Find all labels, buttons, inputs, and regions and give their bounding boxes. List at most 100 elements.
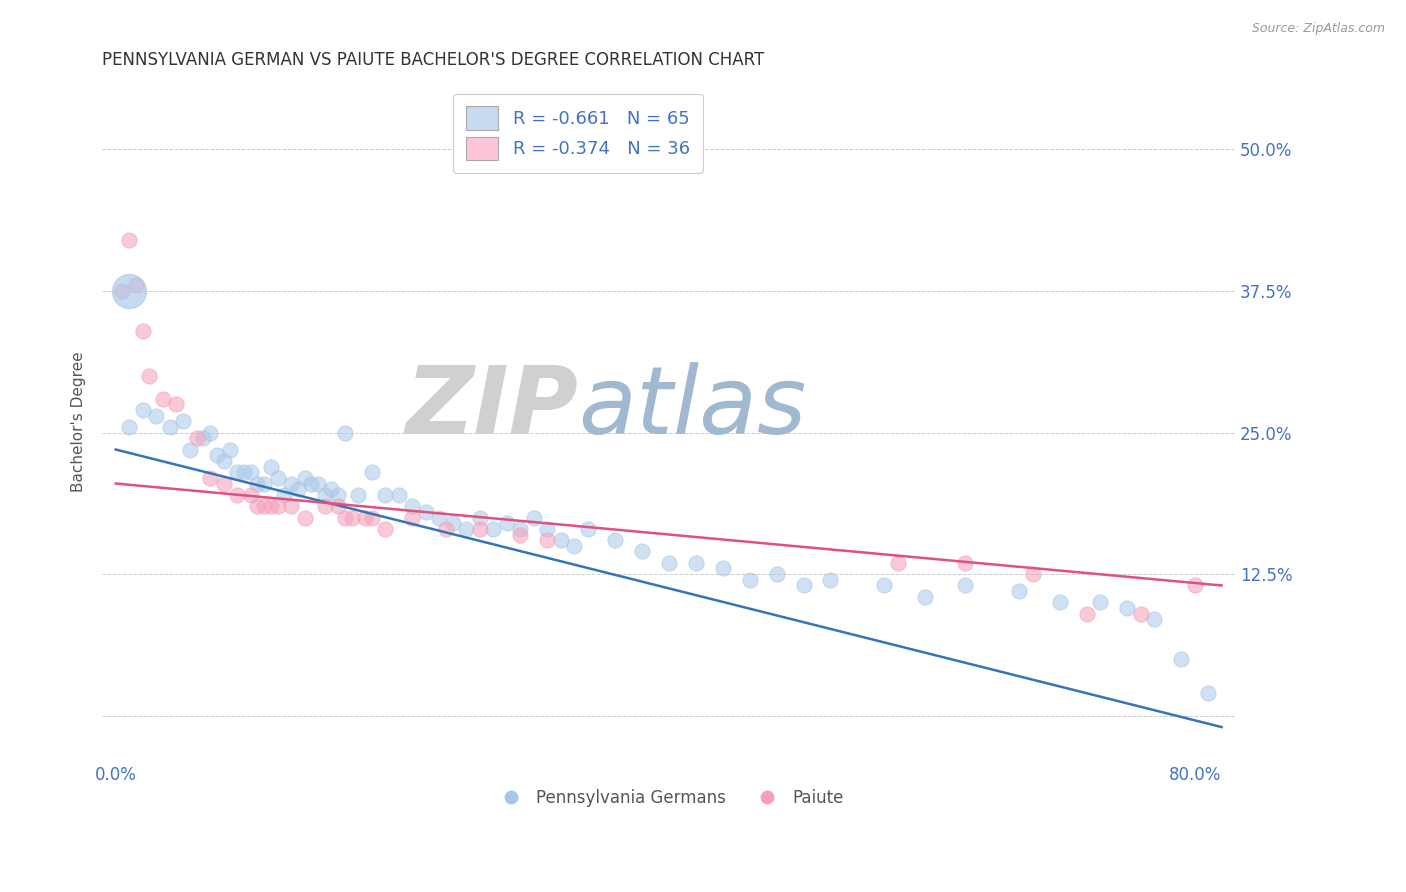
- Point: [165, 397, 187, 411]
- Point: [1143, 612, 1166, 626]
- Point: [361, 465, 384, 479]
- Point: [226, 488, 249, 502]
- Point: [1076, 607, 1098, 621]
- Point: [273, 488, 295, 502]
- Point: [125, 278, 148, 293]
- Point: [914, 590, 936, 604]
- Point: [374, 522, 396, 536]
- Point: [212, 454, 235, 468]
- Point: [415, 505, 437, 519]
- Point: [253, 476, 276, 491]
- Point: [321, 482, 343, 496]
- Point: [482, 522, 505, 536]
- Point: [260, 459, 283, 474]
- Point: [118, 233, 141, 247]
- Point: [138, 368, 160, 383]
- Point: [328, 488, 350, 502]
- Point: [212, 476, 235, 491]
- Point: [1022, 567, 1045, 582]
- Point: [333, 425, 356, 440]
- Point: [1170, 652, 1192, 666]
- Point: [576, 522, 599, 536]
- Point: [873, 578, 896, 592]
- Point: [388, 488, 411, 502]
- Point: [205, 448, 228, 462]
- Point: [159, 420, 181, 434]
- Point: [145, 409, 167, 423]
- Point: [118, 420, 141, 434]
- Point: [374, 488, 396, 502]
- Point: [152, 392, 174, 406]
- Point: [792, 578, 814, 592]
- Point: [509, 527, 531, 541]
- Point: [550, 533, 572, 548]
- Point: [887, 556, 910, 570]
- Point: [226, 465, 249, 479]
- Text: ZIP: ZIP: [405, 361, 578, 454]
- Point: [536, 533, 558, 548]
- Point: [1049, 595, 1071, 609]
- Point: [307, 476, 329, 491]
- Point: [239, 465, 262, 479]
- Point: [287, 482, 309, 496]
- Point: [131, 403, 153, 417]
- Point: [523, 510, 546, 524]
- Point: [468, 522, 491, 536]
- Point: [955, 578, 977, 592]
- Point: [280, 499, 302, 513]
- Point: [347, 488, 370, 502]
- Point: [468, 510, 491, 524]
- Point: [1090, 595, 1112, 609]
- Point: [294, 471, 316, 485]
- Point: [456, 522, 478, 536]
- Point: [179, 442, 201, 457]
- Point: [193, 431, 215, 445]
- Point: [314, 499, 336, 513]
- Point: [172, 414, 194, 428]
- Point: [131, 324, 153, 338]
- Point: [1129, 607, 1152, 621]
- Point: [280, 476, 302, 491]
- Point: [509, 522, 531, 536]
- Y-axis label: Bachelor's Degree: Bachelor's Degree: [72, 351, 86, 491]
- Point: [294, 510, 316, 524]
- Point: [495, 516, 517, 531]
- Point: [266, 471, 288, 485]
- Point: [685, 556, 707, 570]
- Point: [232, 465, 254, 479]
- Point: [246, 499, 269, 513]
- Point: [246, 476, 269, 491]
- Point: [401, 510, 423, 524]
- Point: [260, 499, 283, 513]
- Point: [434, 522, 457, 536]
- Point: [1197, 686, 1219, 700]
- Point: [765, 567, 787, 582]
- Point: [401, 499, 423, 513]
- Point: [239, 488, 262, 502]
- Text: Source: ZipAtlas.com: Source: ZipAtlas.com: [1251, 22, 1385, 36]
- Text: PENNSYLVANIA GERMAN VS PAIUTE BACHELOR'S DEGREE CORRELATION CHART: PENNSYLVANIA GERMAN VS PAIUTE BACHELOR'S…: [103, 51, 765, 69]
- Point: [562, 539, 585, 553]
- Point: [299, 476, 322, 491]
- Point: [354, 510, 377, 524]
- Point: [429, 510, 451, 524]
- Point: [1184, 578, 1206, 592]
- Point: [820, 573, 842, 587]
- Point: [340, 510, 363, 524]
- Point: [1116, 601, 1139, 615]
- Point: [186, 431, 208, 445]
- Point: [333, 510, 356, 524]
- Point: [603, 533, 626, 548]
- Point: [198, 471, 221, 485]
- Text: atlas: atlas: [578, 362, 806, 453]
- Point: [658, 556, 681, 570]
- Point: [630, 544, 652, 558]
- Point: [118, 284, 141, 298]
- Point: [738, 573, 761, 587]
- Point: [711, 561, 734, 575]
- Point: [253, 499, 276, 513]
- Point: [219, 442, 242, 457]
- Point: [361, 510, 384, 524]
- Point: [314, 488, 336, 502]
- Point: [955, 556, 977, 570]
